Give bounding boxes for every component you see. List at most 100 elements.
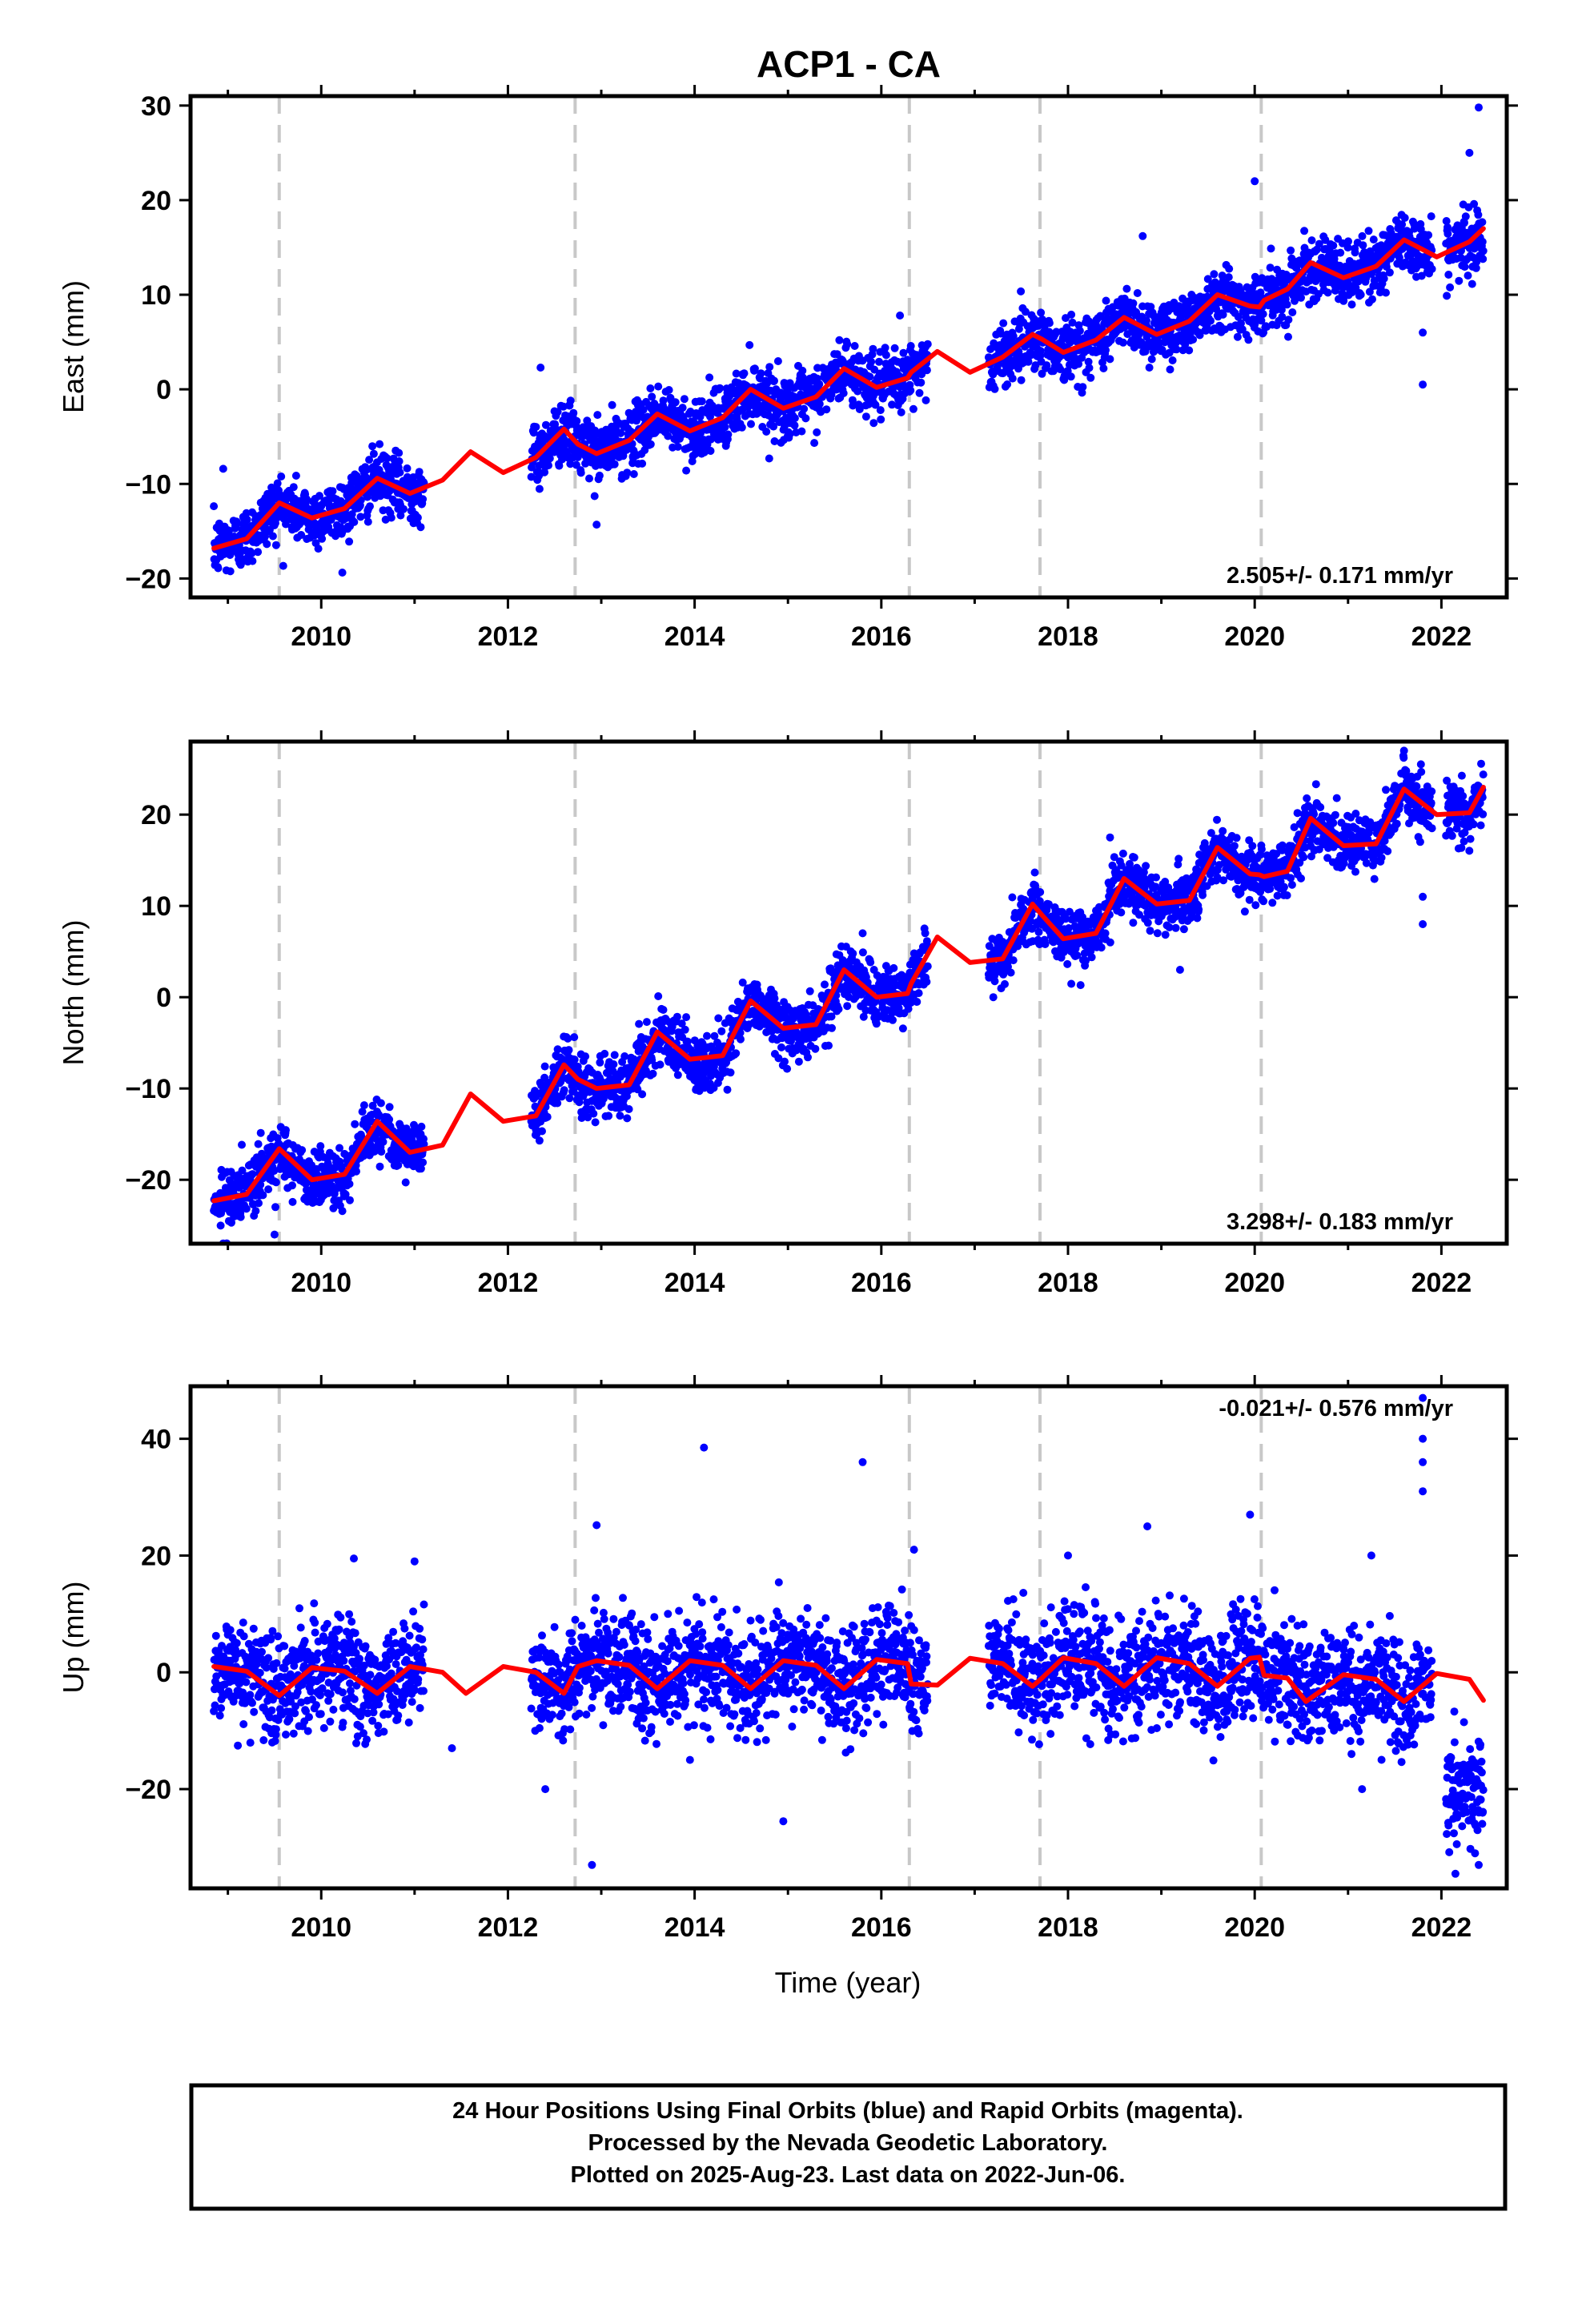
figure-title: ACP1 - CA bbox=[757, 43, 941, 85]
data-point bbox=[881, 351, 890, 360]
data-point bbox=[282, 1126, 290, 1135]
data-point bbox=[1041, 940, 1050, 948]
data-point bbox=[1225, 264, 1234, 273]
data-point bbox=[256, 1128, 265, 1137]
data-point bbox=[664, 432, 673, 440]
data-point bbox=[1006, 968, 1015, 977]
data-point bbox=[682, 1013, 691, 1022]
data-point bbox=[1351, 248, 1359, 257]
y-tick-label: −10 bbox=[125, 469, 171, 500]
data-point bbox=[243, 515, 251, 524]
data-point bbox=[1218, 271, 1227, 280]
outlier-point bbox=[219, 464, 227, 473]
data-point bbox=[566, 396, 575, 405]
data-point bbox=[609, 1060, 618, 1068]
data-point bbox=[785, 430, 794, 439]
outlier-point bbox=[1251, 177, 1259, 186]
data-point bbox=[869, 419, 878, 428]
data-point bbox=[1195, 331, 1204, 340]
data-point bbox=[737, 1035, 745, 1043]
data-point bbox=[805, 987, 814, 995]
data-point bbox=[1009, 332, 1018, 340]
data-point bbox=[740, 369, 749, 378]
data-point bbox=[1315, 239, 1323, 248]
data-point bbox=[242, 1204, 251, 1213]
data-point bbox=[726, 1068, 735, 1077]
data-point bbox=[1001, 979, 1009, 988]
data-point bbox=[226, 567, 235, 576]
outlier-point bbox=[896, 312, 905, 320]
data-point bbox=[861, 412, 870, 421]
data-point bbox=[869, 344, 877, 353]
data-point bbox=[800, 404, 809, 413]
data-point bbox=[850, 342, 859, 350]
data-point bbox=[828, 1023, 836, 1032]
data-point bbox=[1460, 263, 1469, 271]
data-point bbox=[1086, 373, 1095, 382]
data-point bbox=[648, 1069, 657, 1078]
data-point bbox=[1379, 274, 1388, 283]
outlier-point bbox=[1419, 328, 1427, 337]
data-point bbox=[1400, 214, 1409, 222]
data-point bbox=[273, 479, 282, 488]
data-point bbox=[825, 1041, 833, 1050]
data-point bbox=[401, 1178, 410, 1187]
data-point bbox=[1056, 365, 1065, 374]
data-point bbox=[1287, 246, 1295, 255]
data-point bbox=[765, 363, 774, 372]
data-point bbox=[589, 1109, 598, 1118]
data-point bbox=[1267, 244, 1275, 253]
data-point bbox=[798, 366, 807, 375]
data-point bbox=[665, 386, 673, 394]
data-point bbox=[990, 977, 999, 986]
plot-area bbox=[210, 96, 1488, 597]
data-point bbox=[1066, 372, 1075, 381]
x-tick-label: 2016 bbox=[851, 621, 912, 652]
data-point bbox=[318, 534, 327, 543]
data-point bbox=[1122, 284, 1131, 293]
data-point bbox=[732, 369, 741, 378]
data-point bbox=[216, 1221, 225, 1230]
data-point bbox=[1277, 305, 1286, 314]
y-tick-label: 30 bbox=[141, 91, 171, 122]
data-point bbox=[875, 357, 883, 366]
data-point bbox=[881, 344, 889, 352]
data-point bbox=[762, 428, 771, 436]
data-point bbox=[362, 465, 371, 474]
data-point bbox=[1207, 316, 1215, 325]
data-point bbox=[1359, 241, 1367, 250]
data-point bbox=[268, 532, 277, 541]
data-point bbox=[1074, 360, 1083, 368]
data-point bbox=[677, 1019, 686, 1028]
data-point bbox=[570, 1033, 579, 1042]
data-point bbox=[871, 400, 880, 409]
data-point bbox=[385, 1103, 394, 1112]
y-tick-label: 10 bbox=[141, 280, 171, 311]
data-point bbox=[1030, 868, 1039, 877]
data-point bbox=[629, 470, 638, 478]
y-tick-label: −20 bbox=[125, 564, 171, 594]
data-point bbox=[238, 1166, 247, 1175]
data-point bbox=[834, 1005, 843, 1014]
data-point bbox=[654, 382, 663, 391]
data-point bbox=[1382, 288, 1390, 297]
data-point bbox=[1460, 219, 1468, 227]
data-point bbox=[923, 962, 932, 971]
data-point bbox=[1233, 332, 1242, 341]
data-point bbox=[890, 344, 899, 352]
data-point bbox=[415, 468, 424, 476]
data-point bbox=[821, 980, 829, 989]
data-point bbox=[1106, 355, 1114, 364]
outlier-point bbox=[536, 364, 545, 372]
data-point bbox=[1234, 312, 1243, 321]
data-point bbox=[352, 1167, 360, 1176]
data-point bbox=[990, 384, 999, 393]
data-point bbox=[1278, 312, 1287, 321]
data-point bbox=[256, 1180, 265, 1189]
data-point bbox=[1078, 383, 1087, 392]
data-point bbox=[585, 474, 593, 483]
data-point bbox=[781, 1057, 789, 1066]
data-point bbox=[648, 392, 656, 401]
data-point bbox=[1259, 310, 1267, 319]
data-point bbox=[1474, 211, 1483, 219]
